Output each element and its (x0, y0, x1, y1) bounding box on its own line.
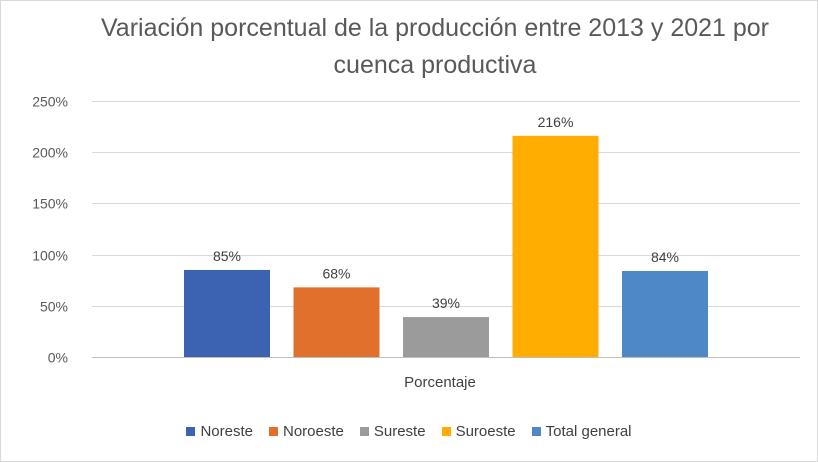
bar-sureste (403, 317, 489, 357)
legend-label: Suroeste (455, 423, 516, 440)
legend-label: Noreste (200, 423, 253, 440)
legend-label: Sureste (373, 423, 426, 440)
y-tick-label: 250% (32, 94, 68, 110)
chart-title: Variación porcentual de la producción en… (100, 14, 770, 79)
legend-label: Total general (545, 423, 632, 440)
legend-item: Sureste (359, 423, 426, 440)
legend: Noreste Noroeste Sureste Suroeste Total gene… (0, 423, 818, 440)
y-tick-label: 0% (48, 350, 68, 366)
legend-swatch (441, 427, 451, 436)
gridlines (92, 101, 800, 358)
data-label: 85% (213, 248, 241, 264)
legend-item: Noroeste (269, 423, 344, 440)
bar-noroeste (293, 287, 380, 357)
y-tick-label: 200% (32, 145, 68, 161)
data-label: 68% (322, 265, 350, 281)
y-axis-ticks: 0% 50% 100% 150% 200% 250% (32, 94, 68, 366)
bars (184, 135, 708, 357)
legend-swatch (269, 427, 278, 436)
bar-total-general (622, 270, 708, 357)
y-tick-label: 50% (40, 299, 68, 315)
data-label: 39% (432, 295, 460, 311)
legend-swatch (531, 427, 541, 436)
legend-item: Noreste (186, 423, 253, 440)
y-tick-label: 150% (32, 196, 68, 212)
data-labels: 85% 68% 39% 216% 84% (213, 114, 679, 311)
y-tick-label: 100% (32, 248, 68, 264)
legend-item: Total general (531, 423, 632, 440)
legend-item: Suroeste (441, 423, 516, 440)
bar-noreste (184, 269, 270, 357)
bar-suroeste (512, 135, 599, 357)
data-label: 84% (651, 249, 679, 265)
data-label: 216% (538, 114, 574, 130)
legend-swatch (359, 427, 369, 436)
x-axis-label: Porcentaje (404, 374, 476, 391)
legend-label: Noroeste (283, 423, 344, 440)
legend-swatch (186, 427, 196, 436)
